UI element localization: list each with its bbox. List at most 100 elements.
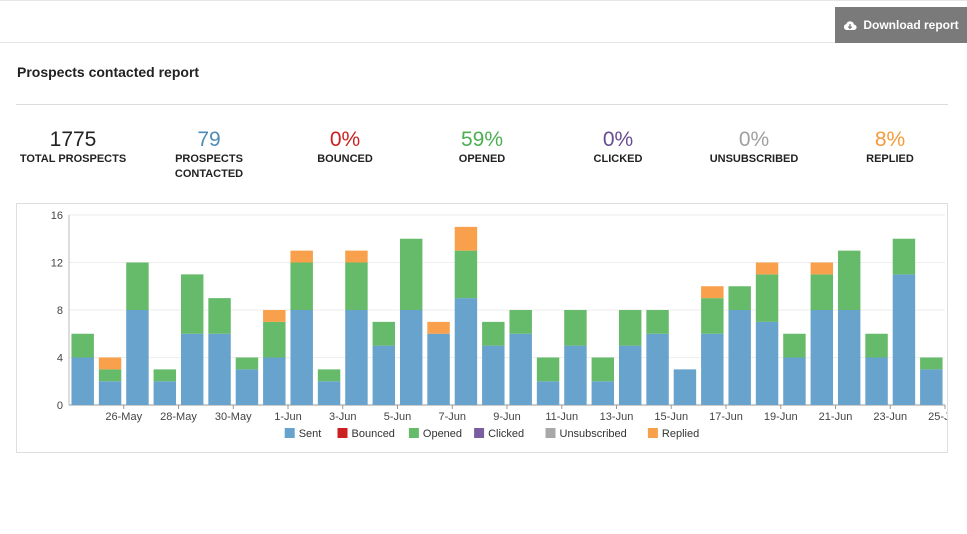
stat-value: 8% <box>874 128 906 151</box>
legend-label-replied: Replied <box>662 428 699 440</box>
x-tick-label: 13-Jun <box>600 411 634 423</box>
x-tick-label: 3-Jun <box>329 411 357 423</box>
bar-segment-opened <box>618 310 642 346</box>
stat-value: 79 <box>197 128 221 151</box>
bar-segment-sent <box>482 345 505 405</box>
bar-segment-sent <box>755 321 779 405</box>
y-tick-label: 0 <box>57 400 63 412</box>
legend-label-bounced: Bounced <box>352 428 395 440</box>
bar-segment-opened <box>810 274 834 310</box>
bar-segment-opened <box>180 274 204 334</box>
bar-segment-opened <box>399 238 423 310</box>
bar-segment-opened <box>98 369 122 382</box>
bar-segment-replied <box>810 262 834 275</box>
bar-segment-replied <box>701 286 724 299</box>
bar-segment-replied <box>454 226 478 251</box>
stat-bounced: 0% BOUNCED <box>300 128 390 167</box>
bar-segment-sent <box>71 357 94 405</box>
bar-segment-opened <box>837 250 861 310</box>
bar-segment-opened <box>920 357 943 370</box>
y-tick-label: 4 <box>57 353 63 365</box>
legend-label-sent: Sent <box>299 428 322 440</box>
bar-segment-sent <box>536 381 560 405</box>
bar-segment-opened <box>892 238 916 275</box>
bar-segment-sent <box>646 333 669 405</box>
bar-segment-sent <box>263 357 286 405</box>
x-tick-label: 21-Jun <box>819 411 853 423</box>
bar-segment-sent <box>920 369 943 405</box>
stat-total-prospects: 1775 TOTAL PROSPECTS <box>18 128 128 167</box>
bar-segment-opened <box>208 298 231 334</box>
bar-segment-opened <box>591 357 615 382</box>
stat-value: 1775 <box>49 128 97 151</box>
bar-segment-sent <box>454 298 478 405</box>
stat-label: UNSUBSCRIBED <box>709 153 799 165</box>
bar-segment-replied <box>263 310 286 322</box>
stat-prospects-contacted: 79 PROSPECTS CONTACTED <box>168 128 250 182</box>
bar-segment-sent <box>837 310 861 405</box>
y-tick-label: 16 <box>51 210 63 222</box>
bar-segment-sent <box>126 310 149 405</box>
bar-segment-sent <box>180 333 204 405</box>
stat-opened: 59% OPENED <box>437 128 527 167</box>
bar-segment-opened <box>345 262 368 310</box>
bar-segment-opened <box>235 357 259 370</box>
bar-segment-opened <box>701 298 724 334</box>
x-tick-label: 9-Jun <box>493 411 521 423</box>
y-tick-label: 12 <box>51 258 63 270</box>
cloud-download-icon <box>843 20 857 31</box>
bar-segment-sent <box>345 310 368 405</box>
bar-segment-sent <box>372 345 396 405</box>
download-report-button[interactable]: Download report <box>835 7 967 43</box>
bar-segment-opened <box>536 357 560 382</box>
bar-segment-opened <box>728 286 751 310</box>
x-tick-label: 1-Jun <box>274 411 302 423</box>
bar-segment-replied <box>345 250 368 263</box>
bar-segment-opened <box>153 369 177 382</box>
report-title: Prospects contacted report <box>17 64 200 80</box>
bar-segment-replied <box>755 262 779 275</box>
x-tick-label: 23-Jun <box>873 411 907 423</box>
legend-label-clicked: Clicked <box>488 428 524 440</box>
bar-segment-opened <box>646 310 669 334</box>
stat-label: PROSPECTS CONTACTED <box>174 153 244 180</box>
stat-replied: 8% REPLIED <box>845 128 935 167</box>
legend-swatch-replied <box>647 428 658 438</box>
bar-segment-sent <box>399 310 423 405</box>
x-tick-label: 11-Jun <box>545 411 578 423</box>
bar-segment-sent <box>153 381 177 405</box>
bar-segment-opened <box>71 333 94 358</box>
bar-segment-opened <box>372 321 396 346</box>
bar-segment-sent <box>618 345 642 405</box>
bar-segment-sent <box>509 333 532 405</box>
stat-label: OPENED <box>458 153 506 165</box>
bar-segment-opened <box>290 262 313 310</box>
stat-label: BOUNCED <box>317 153 373 165</box>
x-tick-label: 19-Jun <box>764 411 798 423</box>
y-tick-label: 8 <box>57 305 63 317</box>
bar-segment-replied <box>290 250 313 263</box>
bar-segment-sent <box>317 381 341 405</box>
x-tick-label: 30-May <box>215 411 252 423</box>
stat-value: 59% <box>460 128 504 151</box>
bar-segment-sent <box>783 357 806 405</box>
bar-segment-replied <box>98 357 122 370</box>
top-bar: Download report <box>0 0 967 43</box>
legend-swatch-bounced <box>337 428 348 438</box>
bar-segment-opened <box>126 262 149 310</box>
divider <box>16 104 948 105</box>
bar-segment-opened <box>263 321 286 358</box>
bar-segment-sent <box>892 274 916 405</box>
bar-segment-opened <box>317 369 341 382</box>
legend-swatch-opened <box>408 428 419 438</box>
download-report-label: Download report <box>863 18 959 32</box>
bar-segment-sent <box>98 381 122 405</box>
stat-label: TOTAL PROSPECTS <box>19 153 127 165</box>
bar-segment-sent <box>208 333 231 405</box>
bar-segment-opened <box>755 274 779 322</box>
stat-clicked: 0% CLICKED <box>573 128 663 167</box>
legend-swatch-unsubscribed <box>545 428 556 438</box>
bar-segment-sent <box>591 381 615 405</box>
stat-label: REPLIED <box>866 153 914 165</box>
stat-value: 0% <box>329 128 361 151</box>
